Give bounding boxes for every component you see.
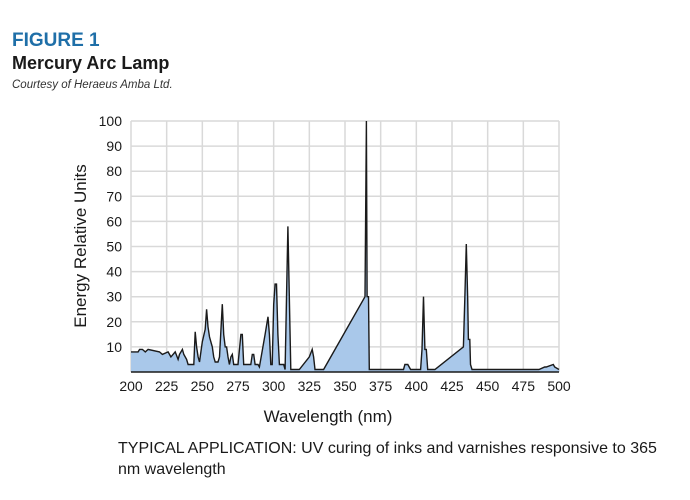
figure-label: FIGURE 1 [12,30,100,51]
y-tick-label: 30 [106,289,122,305]
x-tick-label: 475 [512,378,536,394]
x-tick-label: 325 [298,378,322,394]
y-tick-label: 60 [106,213,122,229]
x-tick-labels: 200 225 250 275 300 325 350 375 400 425 450 475 500 [119,378,571,394]
x-tick-label: 425 [440,378,464,394]
figure-credit: Courtesy of Heraeus Amba Ltd. [12,79,173,91]
x-tick-label: 300 [262,378,286,394]
y-tick-label: 70 [106,188,122,204]
y-tick-label: 40 [106,264,122,280]
spectrum-chart: 200 225 250 275 300 325 350 375 400 425 450 475 500 … [71,113,571,426]
x-tick-label: 200 [119,378,143,394]
y-tick-label: 50 [106,239,122,255]
y-tick-label: 100 [99,113,123,129]
x-tick-label: 225 [155,378,179,394]
y-tick-labels: 10 20 30 40 50 60 70 80 90 100 [99,113,123,355]
x-tick-label: 350 [333,378,357,394]
x-tick-label: 250 [191,378,215,394]
x-tick-label: 450 [476,378,500,394]
x-tick-label: 400 [405,378,429,394]
x-tick-label: 375 [369,378,393,394]
x-tick-label: 500 [547,378,571,394]
y-tick-label: 90 [106,138,122,154]
y-tick-label: 80 [106,163,122,179]
x-tick-label: 275 [226,378,250,394]
y-axis-title: Energy Relative Units [71,164,90,327]
spectrum-outline [131,120,560,371]
y-tick-label: 20 [106,314,122,330]
x-axis-title: Wavelength (nm) [264,407,393,426]
y-tick-label: 10 [106,339,122,355]
application-caption: TYPICAL APPLICATION: UV curing of inks a… [118,440,657,478]
figure-title: Mercury Arc Lamp [12,53,170,73]
